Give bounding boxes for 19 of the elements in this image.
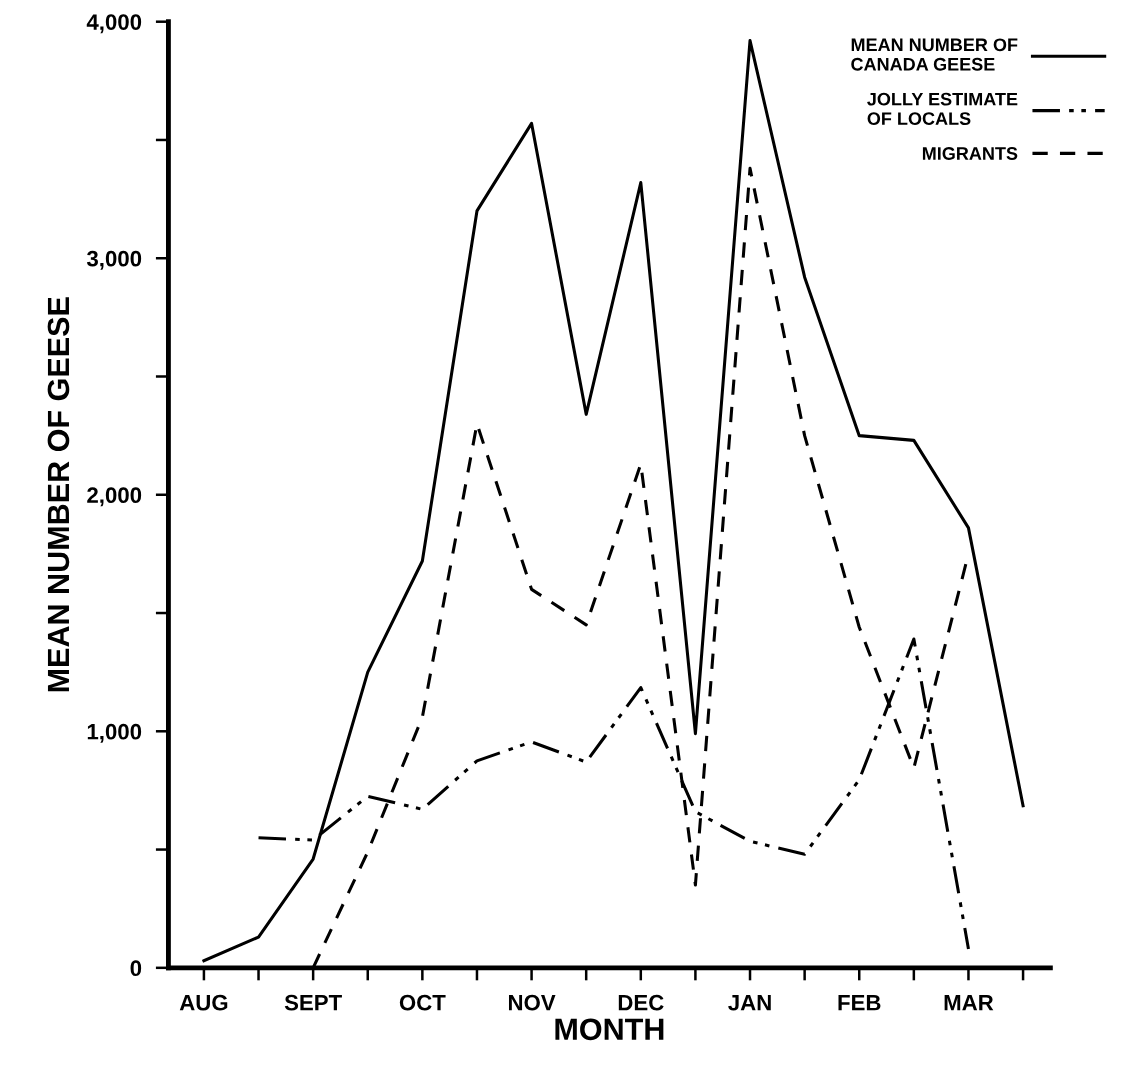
y-tick-label: 3,000 [86,250,142,270]
x-tick-label: DEC [618,994,664,1011]
y-tick-label: 4,000 [86,14,142,34]
x-tick-label: MAR [944,995,994,1011]
x-tick-label: NOV [508,994,556,1011]
line-series [202,39,1025,963]
legend-label: JOLLY ESTIMATE OF LOCALS [867,92,1018,125]
x-tick-label: FEB [838,995,881,1011]
x-tick-label: JAN [728,995,771,1011]
legend-label: MIGRANTS [922,147,1018,160]
y-tick-label: 1,000 [87,723,142,743]
y-axis-title: MEAN NUMBER OF GEESE [47,297,70,692]
x-tick-label: SEPT [284,994,342,1011]
x-tick-label: OCT [399,994,446,1011]
legend-label: MEAN NUMBER OF CANADA GEESE [851,38,1018,71]
y-tick-label: 0 [130,960,142,977]
y-tick-label: 2,000 [87,487,142,507]
x-tick-label: AUG [179,994,228,1011]
x-axis-title: MONTH [555,1018,664,1041]
